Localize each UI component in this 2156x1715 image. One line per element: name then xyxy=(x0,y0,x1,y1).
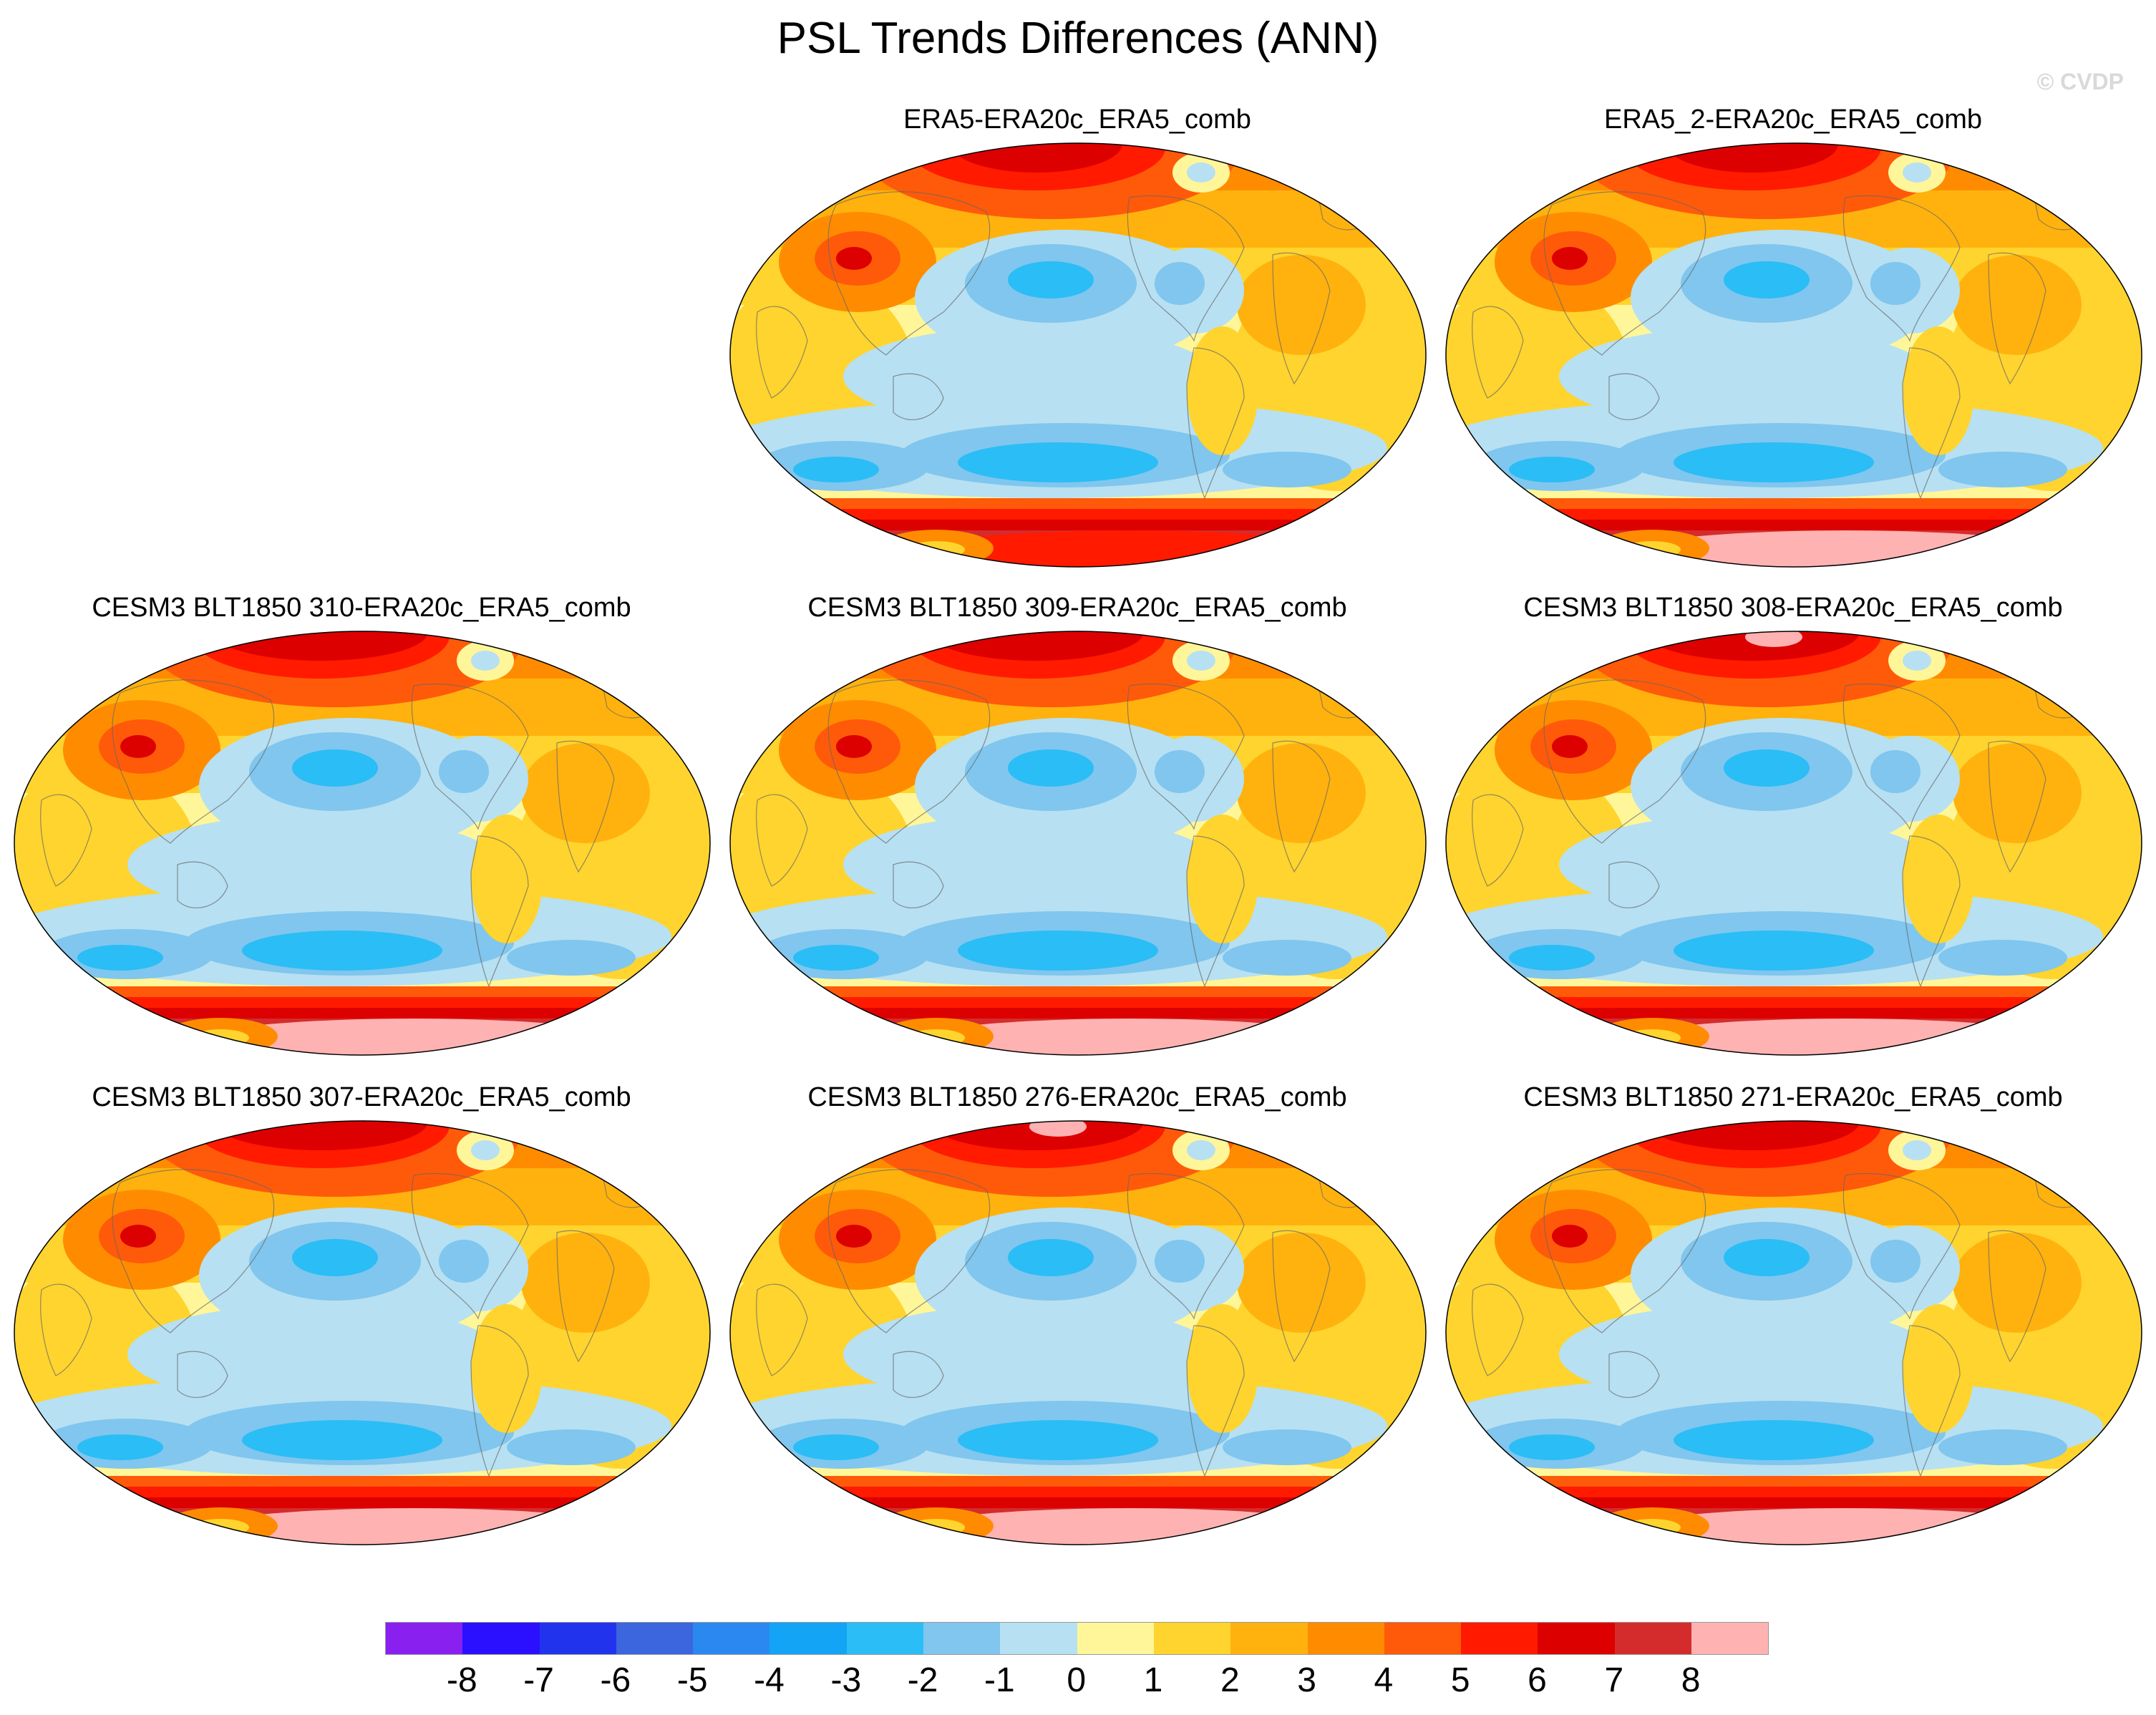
colorbar-tick: 1 xyxy=(1143,1661,1163,1699)
colorbar-swatch xyxy=(1077,1623,1154,1654)
colorbar-swatch xyxy=(616,1623,694,1654)
colorbar-swatch xyxy=(846,1623,924,1654)
colorbar-swatch xyxy=(1230,1623,1308,1654)
panel-title-cesm3-307: CESM3 BLT1850 307-ERA20c_ERA5_comb xyxy=(92,1082,631,1112)
map-panel xyxy=(14,1120,711,1545)
colorbar-tick: -8 xyxy=(446,1661,477,1699)
panel-title-cesm3-276: CESM3 BLT1850 276-ERA20c_ERA5_comb xyxy=(807,1082,1347,1112)
panel-title-cesm3-308: CESM3 BLT1850 308-ERA20c_ERA5_comb xyxy=(1523,593,2063,623)
colorbar-tick: 0 xyxy=(1067,1661,1087,1699)
colorbar-tick: -3 xyxy=(830,1661,862,1699)
colorbar-tick: -7 xyxy=(523,1661,554,1699)
figure-title: PSL Trends Differences (ANN) xyxy=(777,14,1379,63)
map-panel xyxy=(1445,631,2142,1056)
colorbar-swatch xyxy=(462,1623,540,1654)
panel-title-cesm3-271: CESM3 BLT1850 271-ERA20c_ERA5_comb xyxy=(1523,1082,2063,1112)
panel-title-era5-2: ERA5_2-ERA20c_ERA5_comb xyxy=(1603,105,1983,135)
colorbar-tick: -4 xyxy=(754,1661,785,1699)
map-panel xyxy=(729,142,1427,568)
colorbar-swatch xyxy=(1538,1623,1615,1654)
colorbar-tick: -6 xyxy=(600,1661,631,1699)
panel-title-cesm3-310: CESM3 BLT1850 310-ERA20c_ERA5_comb xyxy=(92,593,631,623)
colorbar-swatch xyxy=(693,1623,770,1654)
colorbar-swatch xyxy=(923,1623,1001,1654)
colorbar-swatch xyxy=(1000,1623,1077,1654)
colorbar-tick: -1 xyxy=(984,1661,1015,1699)
colorbar-tick: 7 xyxy=(1604,1661,1624,1699)
colorbar-swatch xyxy=(1307,1623,1384,1654)
colorbar-tick: -5 xyxy=(676,1661,708,1699)
map-panel xyxy=(729,631,1427,1056)
colorbar-tick: 5 xyxy=(1450,1661,1470,1699)
colorbar-tick: -2 xyxy=(907,1661,938,1699)
map-panel xyxy=(1445,142,2142,568)
colorbar-swatch xyxy=(1384,1623,1462,1654)
colorbar-tick: 6 xyxy=(1528,1661,1547,1699)
colorbar-swatch xyxy=(539,1623,616,1654)
colorbar-tick: 8 xyxy=(1681,1661,1701,1699)
colorbar-swatch xyxy=(1461,1623,1538,1654)
colorbar-tick: 4 xyxy=(1374,1661,1394,1699)
colorbar xyxy=(385,1622,1769,1655)
colorbar-swatch xyxy=(1153,1623,1231,1654)
colorbar-swatch xyxy=(1691,1623,1769,1654)
map-panel xyxy=(1445,1120,2142,1545)
colorbar-swatch xyxy=(1614,1623,1692,1654)
colorbar-swatch xyxy=(769,1623,847,1654)
panel-title-cesm3-309: CESM3 BLT1850 309-ERA20c_ERA5_comb xyxy=(807,593,1347,623)
colorbar-swatch xyxy=(386,1623,463,1654)
watermark-cvdp: © CVDP xyxy=(2036,69,2124,94)
map-panel xyxy=(14,631,711,1056)
map-panel xyxy=(729,1120,1427,1545)
panel-title-era5: ERA5-ERA20c_ERA5_comb xyxy=(903,105,1251,135)
colorbar-tick: 2 xyxy=(1220,1661,1240,1699)
colorbar-tick: 3 xyxy=(1297,1661,1316,1699)
